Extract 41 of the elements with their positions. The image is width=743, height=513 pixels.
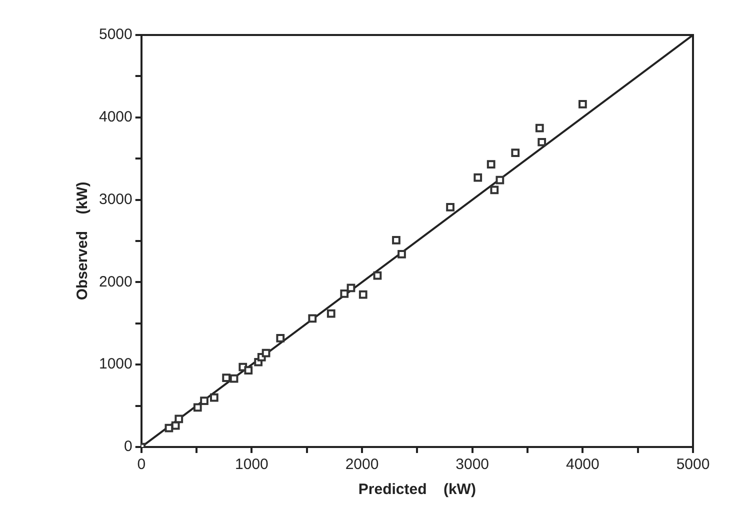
point (398, 250, 406, 258)
point (244, 366, 253, 375)
point (535, 124, 544, 132)
x-tick-label: 3000 (456, 456, 490, 474)
point (358, 290, 368, 299)
y-tick-label: 2000 (98, 273, 132, 290)
y-tick-label: 0 (124, 438, 132, 456)
y-tick-label: 4000 (98, 108, 132, 126)
point (474, 173, 482, 182)
point (326, 309, 336, 318)
point (496, 176, 504, 184)
point (511, 148, 520, 158)
point (262, 348, 270, 358)
point (193, 403, 202, 412)
x-tick-label: 4000 (566, 456, 600, 474)
y-tick-label: 5000 (98, 26, 132, 44)
point (490, 186, 499, 194)
x-tick-label: 5000 (676, 456, 710, 474)
point (446, 203, 454, 212)
point (171, 421, 180, 430)
x-tick-label: 1000 (235, 456, 268, 474)
y-axis-title: Observed (kW) (74, 182, 92, 300)
point (308, 314, 317, 323)
point (210, 393, 218, 402)
point (174, 414, 184, 424)
point (230, 374, 238, 383)
x-tick-label: 2000 (345, 456, 379, 474)
point (346, 284, 356, 292)
point (373, 271, 382, 280)
x-axis-title: Predicted (kW) (358, 481, 476, 498)
point (578, 100, 587, 108)
y-tick-label: 1000 (98, 356, 132, 373)
point (538, 138, 546, 146)
y-tick-label: 3000 (98, 190, 132, 208)
point (276, 334, 285, 342)
point (392, 236, 400, 244)
x-tick-label: 0 (137, 456, 146, 474)
point (200, 396, 208, 406)
point (486, 160, 496, 169)
point (340, 290, 349, 298)
point (222, 374, 231, 382)
